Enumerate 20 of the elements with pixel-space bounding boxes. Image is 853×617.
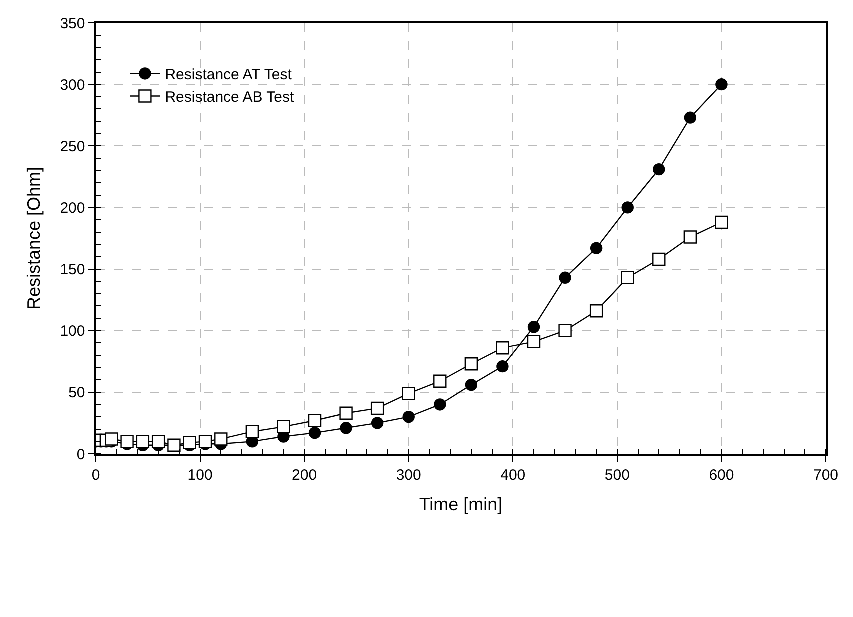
x-axis-title: Time [min] <box>419 494 503 514</box>
x-tick-label: 300 <box>396 466 422 484</box>
y-tick-label: 150 <box>60 262 86 279</box>
x-tick-label: 100 <box>188 466 213 484</box>
y-tick-label: 200 <box>60 200 86 217</box>
y-tick-label: 300 <box>60 76 86 94</box>
x-tick-label: 500 <box>604 466 630 484</box>
legend-label: Resistance AB Test <box>165 89 295 106</box>
legend-label: Resistance AT Test <box>165 66 293 84</box>
y-tick-label: 250 <box>60 138 86 156</box>
y-tick-label: 350 <box>60 15 86 32</box>
y-axis-title: Resistance [Ohm] <box>24 166 44 310</box>
x-tick-label: 0 <box>92 466 100 484</box>
x-tick-label: 400 <box>500 466 526 484</box>
y-tick-label: 50 <box>68 384 86 402</box>
x-tick-label: 200 <box>292 466 318 484</box>
y-tick-label: 0 <box>76 446 86 464</box>
x-tick-label: 700 <box>813 466 839 484</box>
x-tick-label: 600 <box>709 466 734 484</box>
y-tick-label: 100 <box>60 323 86 340</box>
